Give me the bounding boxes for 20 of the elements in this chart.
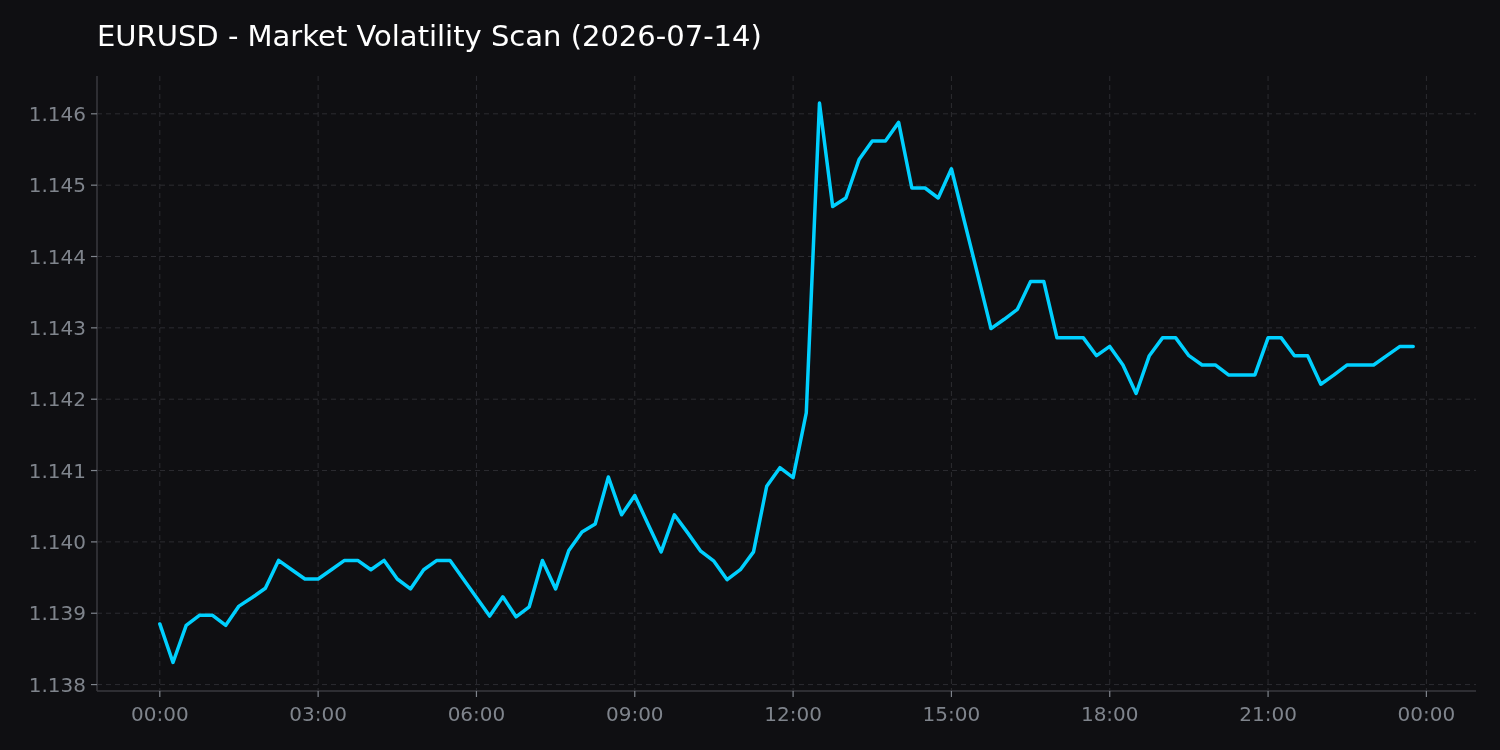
chart-title: EURUSD - Market Volatility Scan (2026-07-14) <box>97 19 762 53</box>
x-tick-label: 00:00 <box>1397 702 1456 726</box>
y-tick-label: 1.146 <box>28 101 86 126</box>
x-tick-label: 06:00 <box>447 702 506 726</box>
y-tick-label: 1.141 <box>28 458 86 483</box>
y-tick-label: 1.145 <box>28 173 86 198</box>
x-tick-label: 03:00 <box>289 702 347 726</box>
x-tick-label: 09:00 <box>605 702 664 726</box>
x-tick-label: 21:00 <box>1239 702 1297 726</box>
y-tick-label: 1.140 <box>28 529 86 554</box>
line-series <box>158 101 1415 665</box>
y-tick-label: 1.138 <box>28 672 86 697</box>
x-tick-label: 15:00 <box>922 702 981 726</box>
y-tick-label: 1.144 <box>28 244 86 269</box>
x-tick-label: 12:00 <box>764 702 822 726</box>
y-tick-label: 1.139 <box>28 601 86 626</box>
x-tick-label: 00:00 <box>130 702 189 726</box>
x-tick-label: 18:00 <box>1080 702 1139 726</box>
y-tick-label: 1.142 <box>28 387 86 412</box>
y-tick-label: 1.143 <box>28 315 86 340</box>
